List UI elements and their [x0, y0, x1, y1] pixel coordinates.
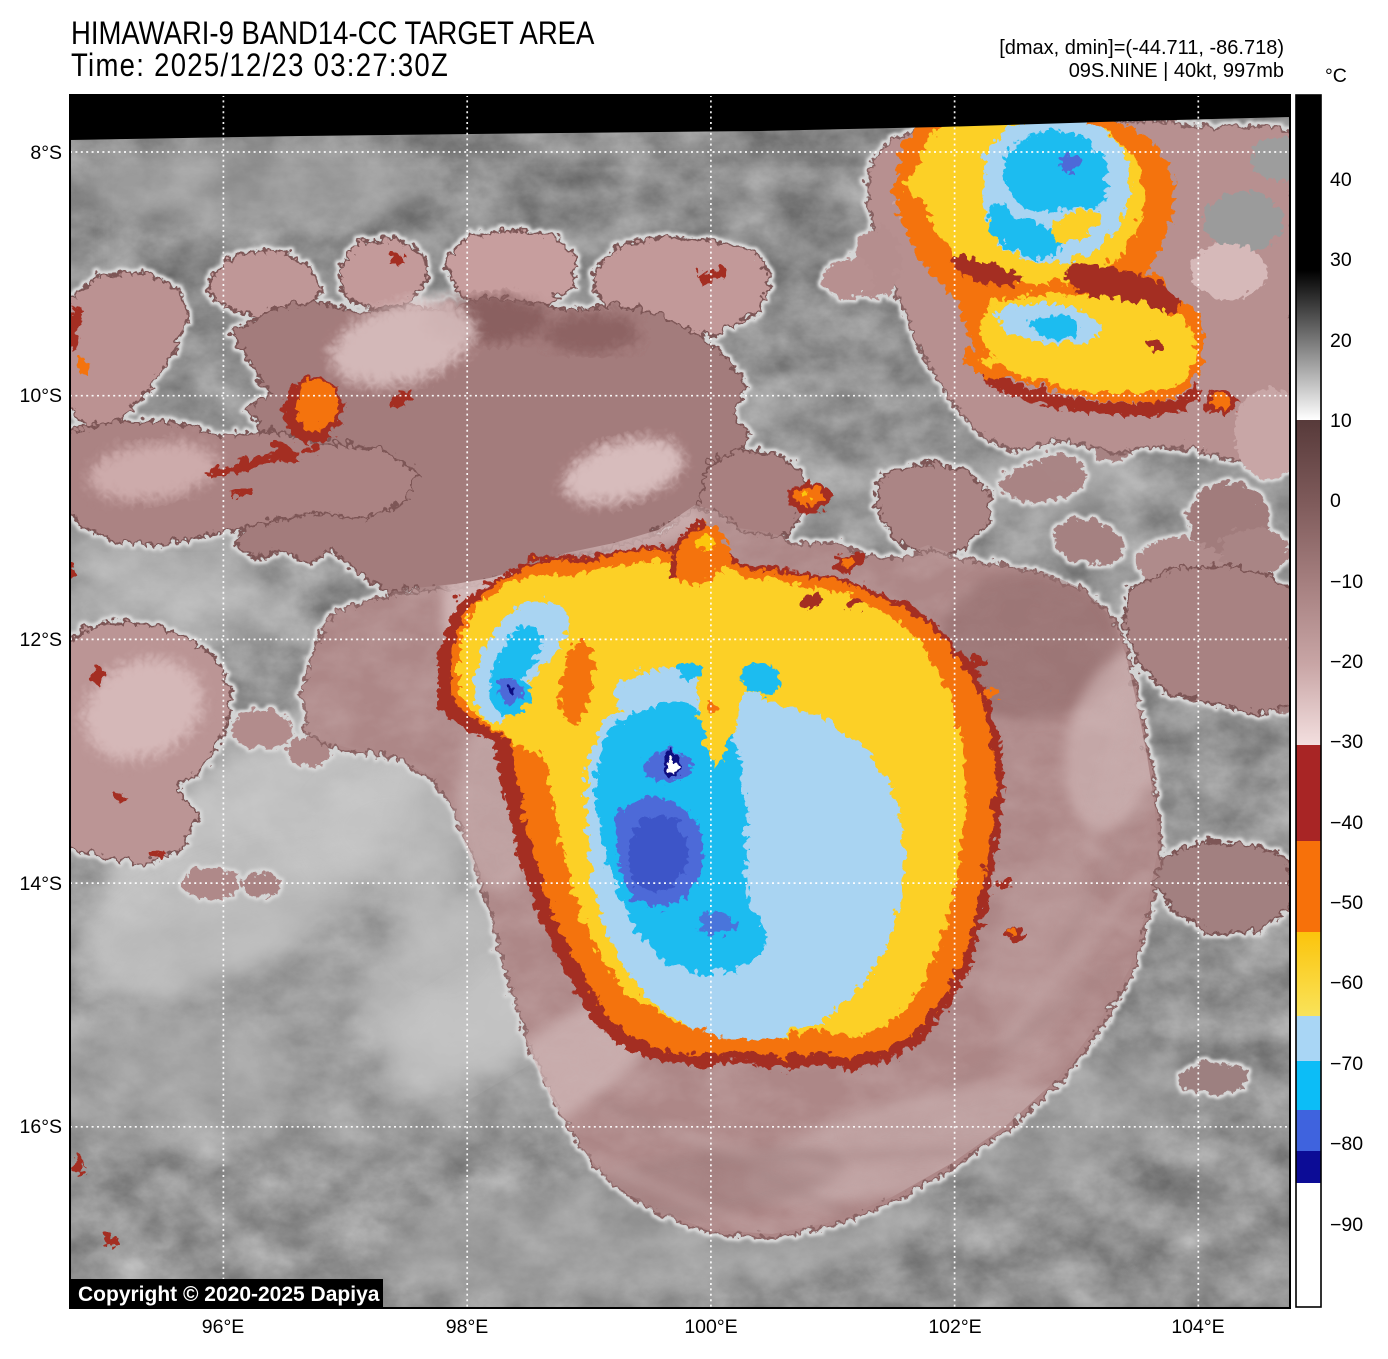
svg-text:−30: −30 [1330, 731, 1363, 753]
svg-text:10°S: 10°S [20, 385, 63, 407]
svg-text:96°E: 96°E [202, 1316, 245, 1338]
svg-text:−50: −50 [1330, 892, 1363, 914]
svg-text:20: 20 [1330, 330, 1352, 352]
svg-text:−60: −60 [1330, 972, 1363, 994]
svg-text:14°S: 14°S [20, 873, 63, 895]
svg-text:8°S: 8°S [30, 142, 62, 164]
svg-text:40: 40 [1330, 169, 1352, 191]
svg-text:−90: −90 [1330, 1214, 1363, 1236]
svg-text:HIMAWARI-9 BAND14-CC TARGET AR: HIMAWARI-9 BAND14-CC TARGET AREA [71, 16, 594, 52]
svg-text:[dmax, dmin]=(-44.711, -86.718: [dmax, dmin]=(-44.711, -86.718) [999, 37, 1284, 59]
svg-text:98°E: 98°E [446, 1316, 489, 1338]
svg-text:16°S: 16°S [20, 1116, 63, 1138]
svg-text:−80: −80 [1330, 1133, 1363, 1155]
svg-text:10: 10 [1330, 410, 1352, 432]
svg-text:0: 0 [1330, 490, 1341, 512]
svg-text:Time: 2025/12/23 03:27:30Z: Time: 2025/12/23 03:27:30Z [71, 48, 449, 84]
svg-text:°C: °C [1325, 65, 1347, 87]
svg-text:102°E: 102°E [928, 1316, 981, 1338]
svg-text:12°S: 12°S [20, 629, 63, 651]
svg-text:100°E: 100°E [684, 1316, 737, 1338]
svg-text:Copyright © 2020-2025 Dapiya: Copyright © 2020-2025 Dapiya [78, 1283, 380, 1306]
svg-text:−40: −40 [1330, 812, 1363, 834]
svg-text:−10: −10 [1330, 571, 1363, 593]
svg-text:−70: −70 [1330, 1053, 1363, 1075]
svg-text:30: 30 [1330, 249, 1352, 271]
svg-text:09S.NINE | 40kt, 997mb: 09S.NINE | 40kt, 997mb [1069, 60, 1284, 82]
svg-text:104°E: 104°E [1171, 1316, 1224, 1338]
svg-text:−20: −20 [1330, 651, 1363, 673]
